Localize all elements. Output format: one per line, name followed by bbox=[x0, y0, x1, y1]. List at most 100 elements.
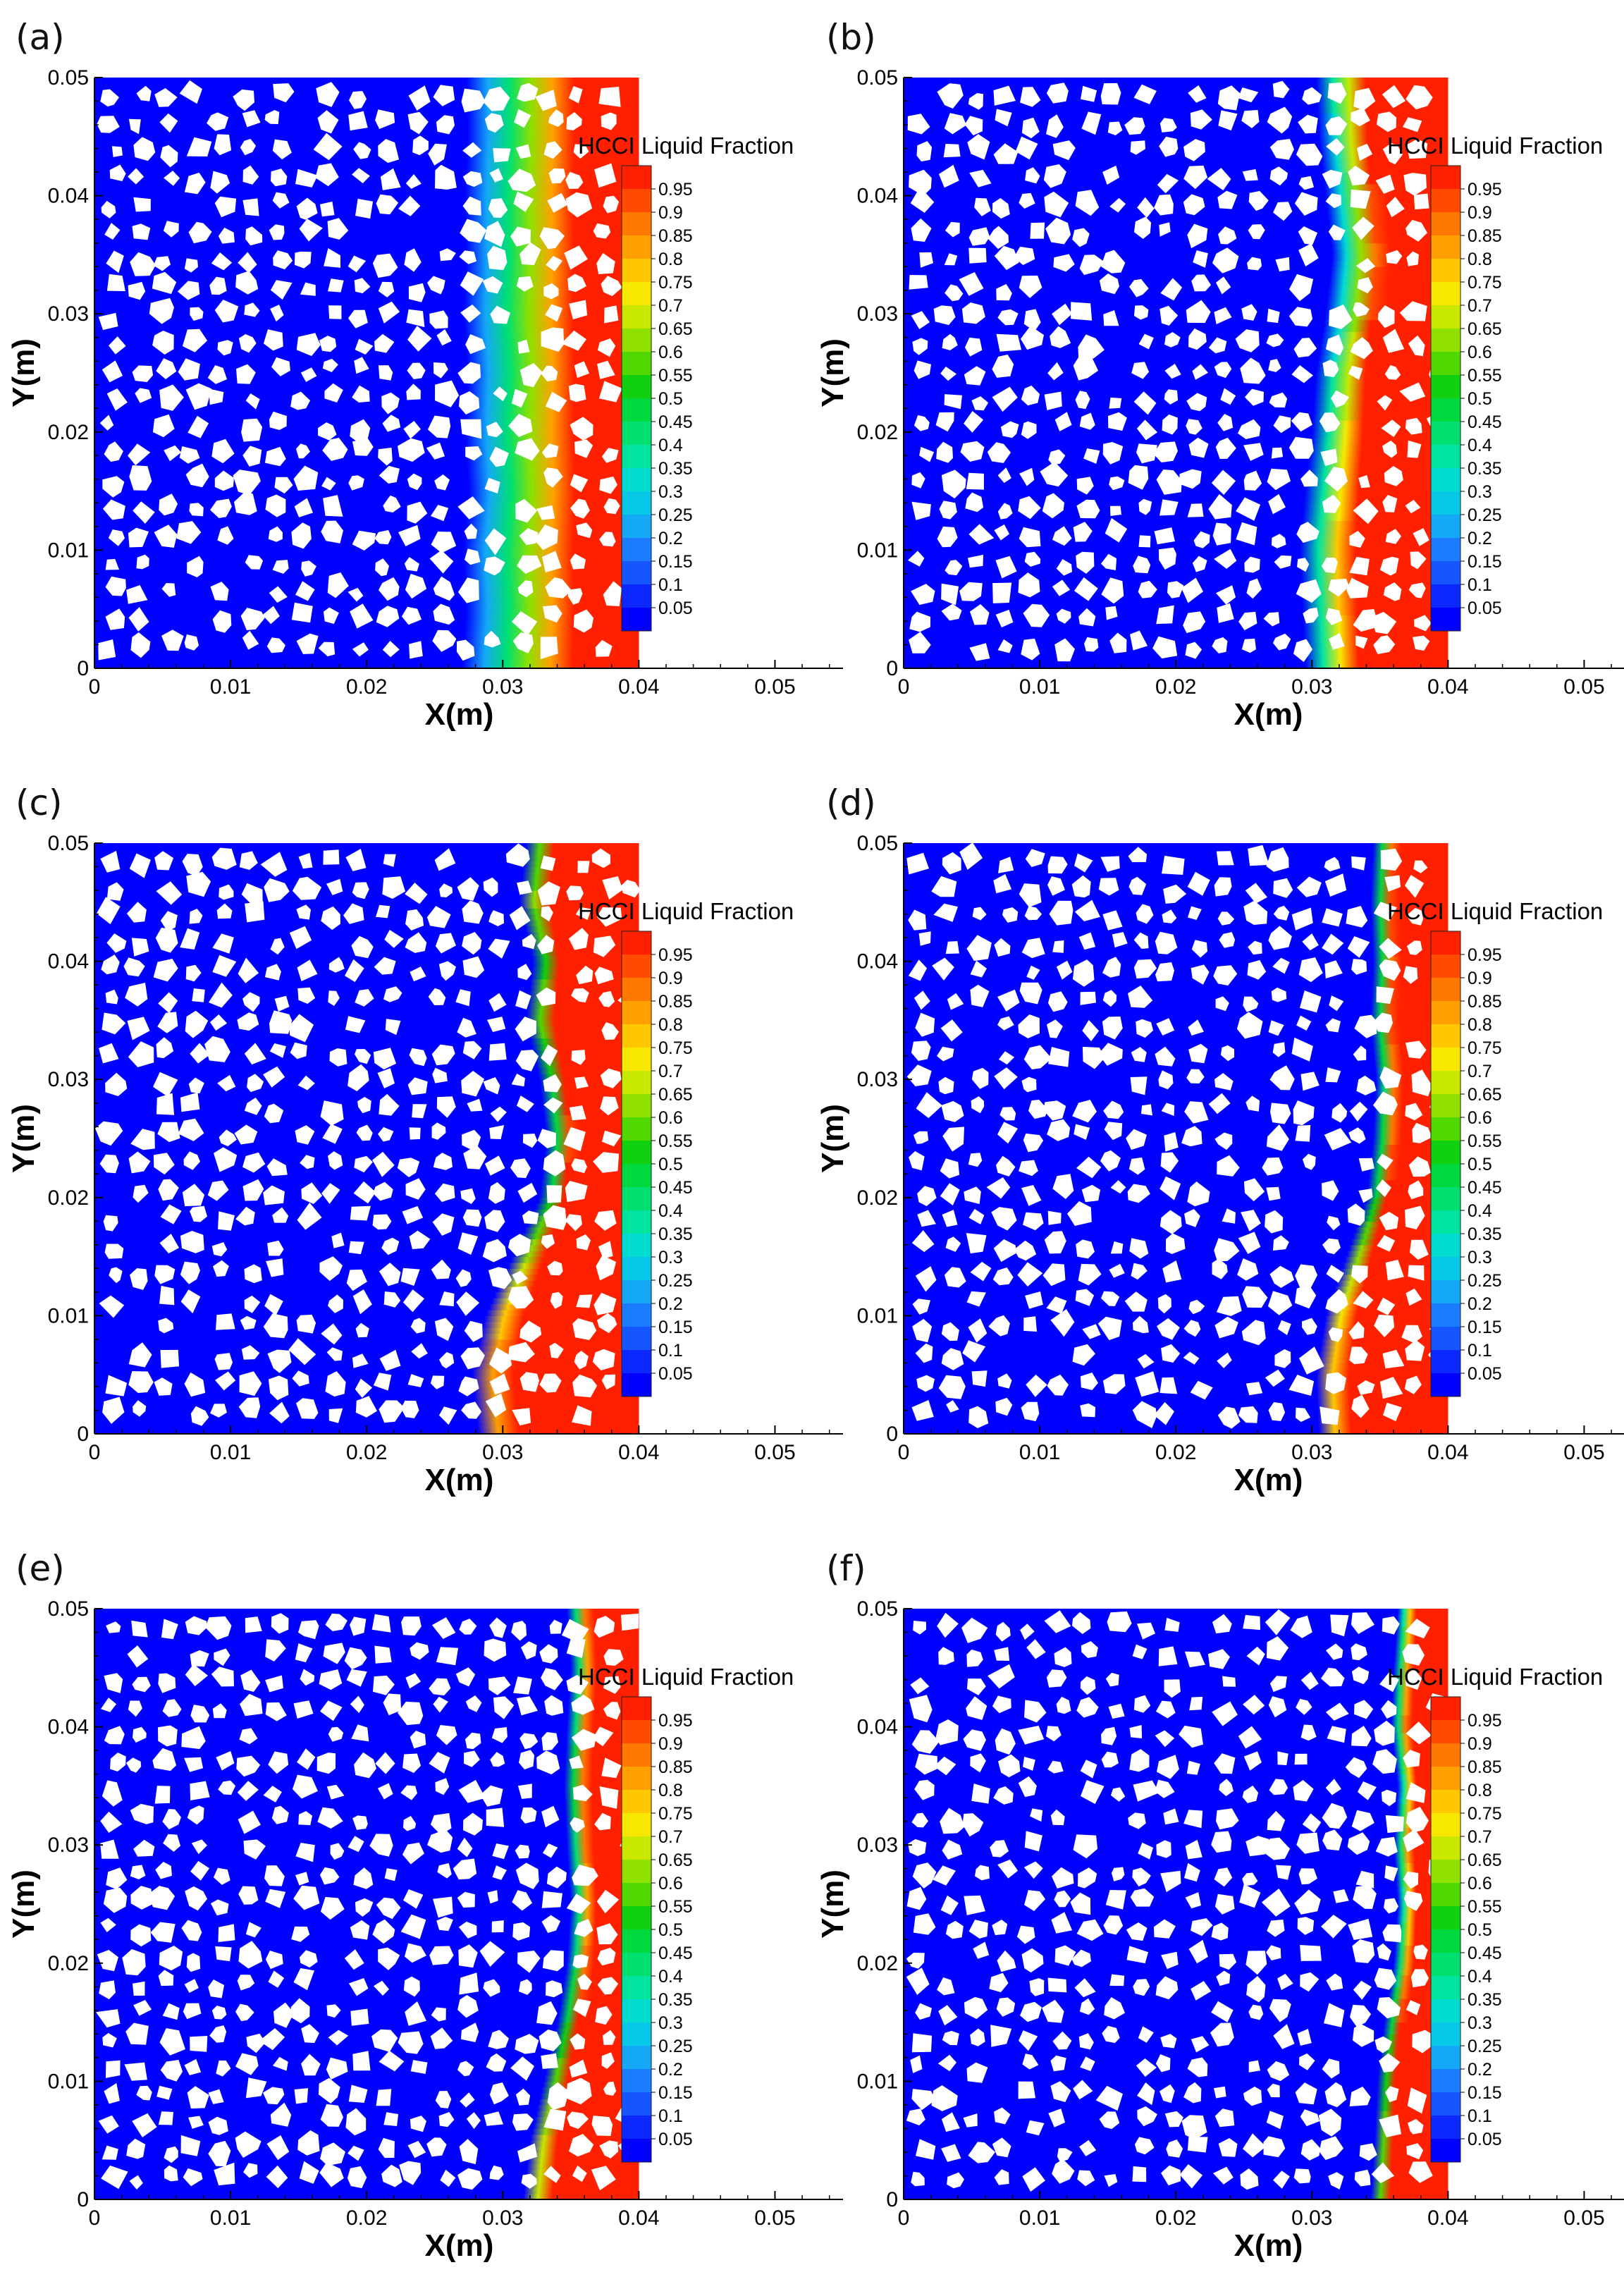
particle bbox=[1262, 1837, 1291, 1860]
particle bbox=[601, 112, 617, 130]
field-strip bbox=[503, 1274, 639, 1281]
field-strip bbox=[1327, 207, 1448, 214]
field-strip bbox=[1370, 1008, 1448, 1015]
particle bbox=[328, 2030, 349, 2046]
particle bbox=[326, 1784, 345, 1800]
field-strip bbox=[465, 627, 639, 634]
x-tick-label: 0.01 bbox=[1019, 2206, 1060, 2230]
particle bbox=[271, 168, 288, 187]
particle bbox=[192, 988, 205, 1002]
particle bbox=[1098, 878, 1119, 896]
particle bbox=[345, 849, 367, 871]
particle bbox=[1351, 959, 1367, 975]
particle bbox=[1406, 139, 1428, 159]
particle bbox=[969, 169, 992, 188]
particle bbox=[973, 1941, 990, 1959]
particle bbox=[217, 340, 233, 356]
particle bbox=[1353, 1045, 1367, 1061]
x-tick-label: 0 bbox=[898, 2206, 910, 2230]
field-strip bbox=[549, 2051, 639, 2058]
particle bbox=[190, 1650, 209, 1667]
particle bbox=[1385, 529, 1401, 544]
particle bbox=[1357, 277, 1373, 294]
particle bbox=[186, 137, 212, 156]
particle bbox=[1268, 1402, 1286, 1421]
particle bbox=[1138, 580, 1157, 598]
particle bbox=[909, 275, 928, 290]
x-axis-title: X(m) bbox=[1234, 2228, 1303, 2263]
particle bbox=[601, 2052, 615, 2069]
legend-swatch bbox=[622, 259, 651, 283]
particle bbox=[1020, 326, 1044, 350]
particle bbox=[1216, 276, 1231, 295]
legend-swatch bbox=[622, 1280, 651, 1304]
particle bbox=[135, 388, 152, 403]
particle bbox=[1024, 1831, 1042, 1852]
particle bbox=[185, 1664, 209, 1686]
particle bbox=[130, 252, 156, 276]
particle bbox=[269, 1043, 286, 1058]
particle bbox=[1024, 551, 1041, 567]
particle bbox=[244, 1098, 262, 1115]
particle bbox=[381, 392, 400, 415]
particle bbox=[352, 530, 376, 551]
particle bbox=[1214, 307, 1232, 324]
field-strip bbox=[1372, 955, 1448, 962]
particle bbox=[180, 1231, 204, 1253]
particle bbox=[405, 1673, 422, 1689]
particle bbox=[968, 247, 987, 264]
particle bbox=[1408, 1156, 1431, 1177]
particle bbox=[945, 1920, 964, 1939]
particle bbox=[1384, 1865, 1398, 1881]
particle bbox=[212, 1260, 229, 1277]
particle bbox=[942, 1126, 964, 1152]
particle bbox=[1385, 1815, 1404, 1834]
particle bbox=[1248, 224, 1265, 240]
particle bbox=[966, 2062, 988, 2083]
particle bbox=[210, 171, 230, 194]
particle bbox=[505, 843, 530, 867]
particle bbox=[1020, 2001, 1042, 2022]
particle bbox=[1248, 940, 1262, 955]
particle bbox=[1293, 2168, 1311, 2184]
particle bbox=[968, 1920, 988, 1939]
particle bbox=[320, 1700, 343, 1721]
legend-level-label: 0.35 bbox=[658, 459, 693, 479]
particle bbox=[211, 1666, 234, 1687]
field-strip bbox=[519, 902, 639, 909]
particle bbox=[964, 1996, 988, 2020]
particle bbox=[591, 848, 611, 868]
particle bbox=[1047, 1977, 1067, 1993]
panel-label: (c) bbox=[16, 782, 63, 823]
particle bbox=[130, 1886, 154, 1910]
field-strip bbox=[539, 1079, 639, 1086]
particle bbox=[1219, 1779, 1234, 1796]
particle bbox=[1074, 853, 1093, 873]
particle bbox=[105, 558, 120, 570]
particle bbox=[403, 421, 421, 439]
particle bbox=[1381, 1789, 1397, 1807]
field-strip bbox=[467, 384, 639, 391]
particle bbox=[159, 1234, 180, 1254]
particle bbox=[238, 1397, 261, 1418]
particle bbox=[462, 171, 483, 188]
particle bbox=[347, 309, 368, 329]
particle bbox=[1382, 1924, 1402, 1943]
particle bbox=[272, 2056, 288, 2071]
field-strip bbox=[467, 361, 639, 368]
particle bbox=[1298, 114, 1318, 134]
particle bbox=[439, 1352, 455, 1369]
particle bbox=[1162, 414, 1178, 435]
legend-swatch bbox=[622, 1303, 651, 1327]
particle bbox=[212, 954, 237, 977]
particle bbox=[185, 1886, 208, 1911]
legend-swatch bbox=[1431, 468, 1460, 492]
particle bbox=[352, 168, 370, 184]
field-strip bbox=[1317, 106, 1448, 113]
field-strip bbox=[1304, 496, 1448, 503]
particle bbox=[1241, 304, 1257, 321]
particle bbox=[347, 1836, 364, 1853]
particle bbox=[1044, 1610, 1071, 1633]
particle bbox=[377, 1068, 395, 1088]
particle bbox=[373, 1980, 389, 1996]
